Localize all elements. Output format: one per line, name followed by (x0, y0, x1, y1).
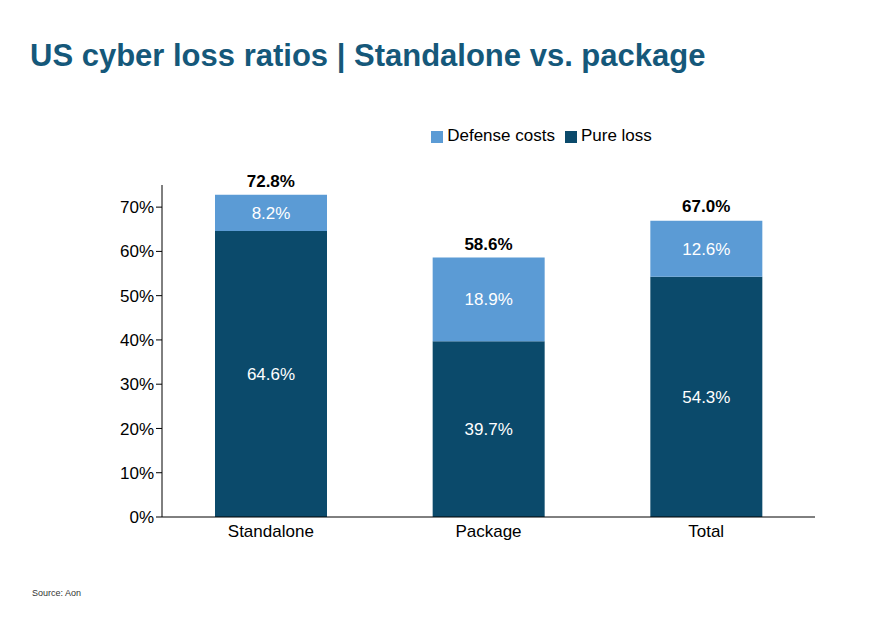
svg-text:64.6%: 64.6% (247, 365, 295, 384)
svg-text:67.0%: 67.0% (682, 197, 730, 216)
html-text:Defense costs: Defense costs (447, 126, 555, 145)
svg-text:54.3%: 54.3% (682, 388, 730, 407)
svg-text:10%: 10% (120, 464, 154, 483)
svg-text:30%: 30% (120, 375, 154, 394)
svg-text:39.7%: 39.7% (465, 420, 513, 439)
svg-text:50%: 50% (120, 287, 154, 306)
svg-text:Total: Total (688, 522, 724, 541)
html-text:US cyber loss ratios | Standal: US cyber loss ratios | Standalone vs. pa… (30, 38, 706, 73)
svg-text:Standalone: Standalone (228, 522, 314, 541)
svg-text:8.2%: 8.2% (252, 204, 291, 223)
svg-text:0%: 0% (129, 508, 154, 527)
svg-text:72.8%: 72.8% (247, 172, 295, 191)
svg-text:18.9%: 18.9% (465, 290, 513, 309)
html-text:Source: Aon: Source: Aon (32, 588, 81, 598)
svg-text:12.6%: 12.6% (682, 240, 730, 259)
svg-text:70%: 70% (120, 198, 154, 217)
svg-text:58.6%: 58.6% (464, 235, 512, 254)
html-text:Pure loss: Pure loss (580, 126, 652, 145)
svg-text:60%: 60% (120, 242, 154, 261)
svg-text:20%: 20% (120, 420, 154, 439)
svg-text:40%: 40% (120, 331, 154, 350)
svg-text:Package: Package (455, 522, 521, 541)
